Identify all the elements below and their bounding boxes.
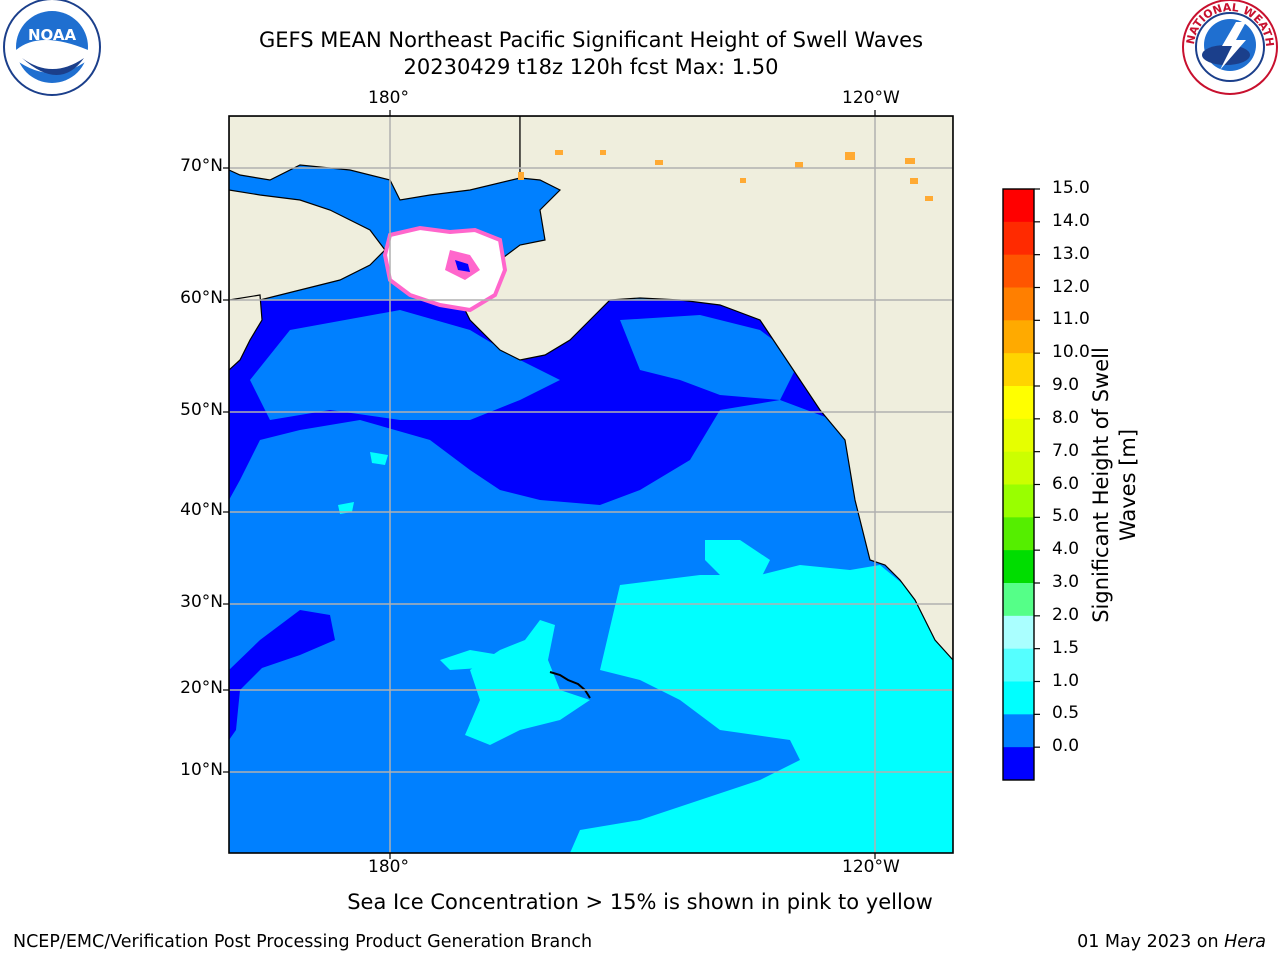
colorbar-segment <box>1003 221 1034 256</box>
colorbar-tick-label: 3.0 <box>1052 572 1080 592</box>
x-tick-top-120w: 120°W <box>842 88 900 108</box>
footer-left: NCEP/EMC/Verification Post Processing Pr… <box>13 932 593 952</box>
sea-ice-note: Sea Ice Concentration > 15% is shown in … <box>347 890 933 914</box>
land-north-america <box>459 116 953 661</box>
noaa-logo-text: NOAA <box>28 26 77 44</box>
ocean-mid-patch <box>250 310 560 420</box>
colorbar-segment <box>1003 550 1034 584</box>
ocean-mid-patch2 <box>620 315 800 400</box>
footer-date: 01 May 2023 on <box>1077 932 1225 952</box>
colorbar-tick-label: 7.0 <box>1052 440 1080 461</box>
colorbar-segment <box>1003 353 1034 387</box>
colorbar-tick-label: 6.0 <box>1052 473 1080 494</box>
x-tick-bottom-180: 180° <box>368 857 409 877</box>
colorbar-tick-label: 2.0 <box>1052 604 1080 625</box>
x-tick-bottom-120w: 120°W <box>842 857 900 877</box>
ocean-high-blob <box>705 540 770 580</box>
footer-host: Hera <box>1224 932 1266 952</box>
colorbar-tick-label: 0.5 <box>1052 703 1080 724</box>
colorbar-segment <box>1003 254 1034 288</box>
y-tick-20n: 20°N <box>180 678 223 698</box>
ocean-high-east <box>570 565 953 853</box>
colorbar-segment <box>1003 517 1034 551</box>
map-frame <box>228 115 954 854</box>
colorbar-tick-label: 4.0 <box>1052 539 1080 560</box>
colorbar-tick-label: 13.0 <box>1052 243 1090 264</box>
colorbar-tick-label: 8.0 <box>1052 407 1080 428</box>
plot-title: GEFS MEAN Northeast Pacific Significant … <box>258 28 924 52</box>
footer-right: 01 May 2023 on Hera <box>1077 932 1266 952</box>
colorbar-tick-label: 10.0 <box>1052 342 1090 363</box>
colorbar-segment <box>1003 189 1034 223</box>
colorbar-segment <box>1003 583 1034 617</box>
colorbar-segment <box>1003 484 1034 518</box>
colorbar-segment <box>1003 681 1034 715</box>
y-tick-40n: 40°N <box>180 500 223 520</box>
x-tick-top-180: 180° <box>368 88 409 108</box>
colorbar-tick-label: 9.0 <box>1052 375 1080 395</box>
colorbar-tick-label: 0.0 <box>1052 736 1080 757</box>
colorbar-tick-label: 12.0 <box>1052 276 1090 297</box>
colorbar-segment <box>1003 451 1034 485</box>
plot-subtitle: 20230429 t18z 120h fcst Max: 1.50 <box>403 55 779 79</box>
colorbar-tick-label: 1.5 <box>1052 637 1080 658</box>
y-tick-70n: 70°N <box>180 156 223 176</box>
colorbar-label-line1: Significant Height of Swell <box>1089 347 1113 623</box>
y-tick-50n: 50°N <box>180 400 223 420</box>
colorbar-segment <box>1003 320 1034 354</box>
colorbar-tick-label: 1.0 <box>1052 670 1080 691</box>
colorbar-segment <box>1003 615 1034 650</box>
colorbar-segment <box>1003 714 1034 748</box>
ocean-high-hawaii <box>465 620 590 745</box>
sea-ice-arctic-coast <box>518 150 933 201</box>
noaa-logo: NOAA <box>3 0 101 96</box>
ocean-low-west <box>229 610 335 740</box>
y-tick-60n: 60°N <box>180 288 223 308</box>
colorbar-tick-label: 5.0 <box>1052 506 1080 527</box>
hawaii-islands <box>549 671 591 699</box>
colorbar-label-line2: Waves [m] <box>1116 428 1140 542</box>
map-grid <box>229 116 953 853</box>
y-tick-10n: 10°N <box>180 760 223 780</box>
map-plot <box>229 116 953 853</box>
colorbar-label: Significant Height of Swell Waves [m] <box>1088 347 1142 623</box>
colorbar-segment <box>1003 648 1034 682</box>
colorbar-tick-label: 14.0 <box>1052 210 1090 231</box>
colorbar <box>1002 188 1040 781</box>
colorbar-segment <box>1003 418 1034 453</box>
y-tick-30n: 30°N <box>180 592 223 612</box>
colorbar-segment <box>1003 386 1034 420</box>
colorbar-segment <box>1003 287 1034 321</box>
colorbar-segment <box>1003 747 1034 781</box>
colorbar-tick-label: 11.0 <box>1052 309 1090 330</box>
tick-marks <box>223 110 876 859</box>
colorbar-tick-label: 15.0 <box>1052 178 1090 198</box>
